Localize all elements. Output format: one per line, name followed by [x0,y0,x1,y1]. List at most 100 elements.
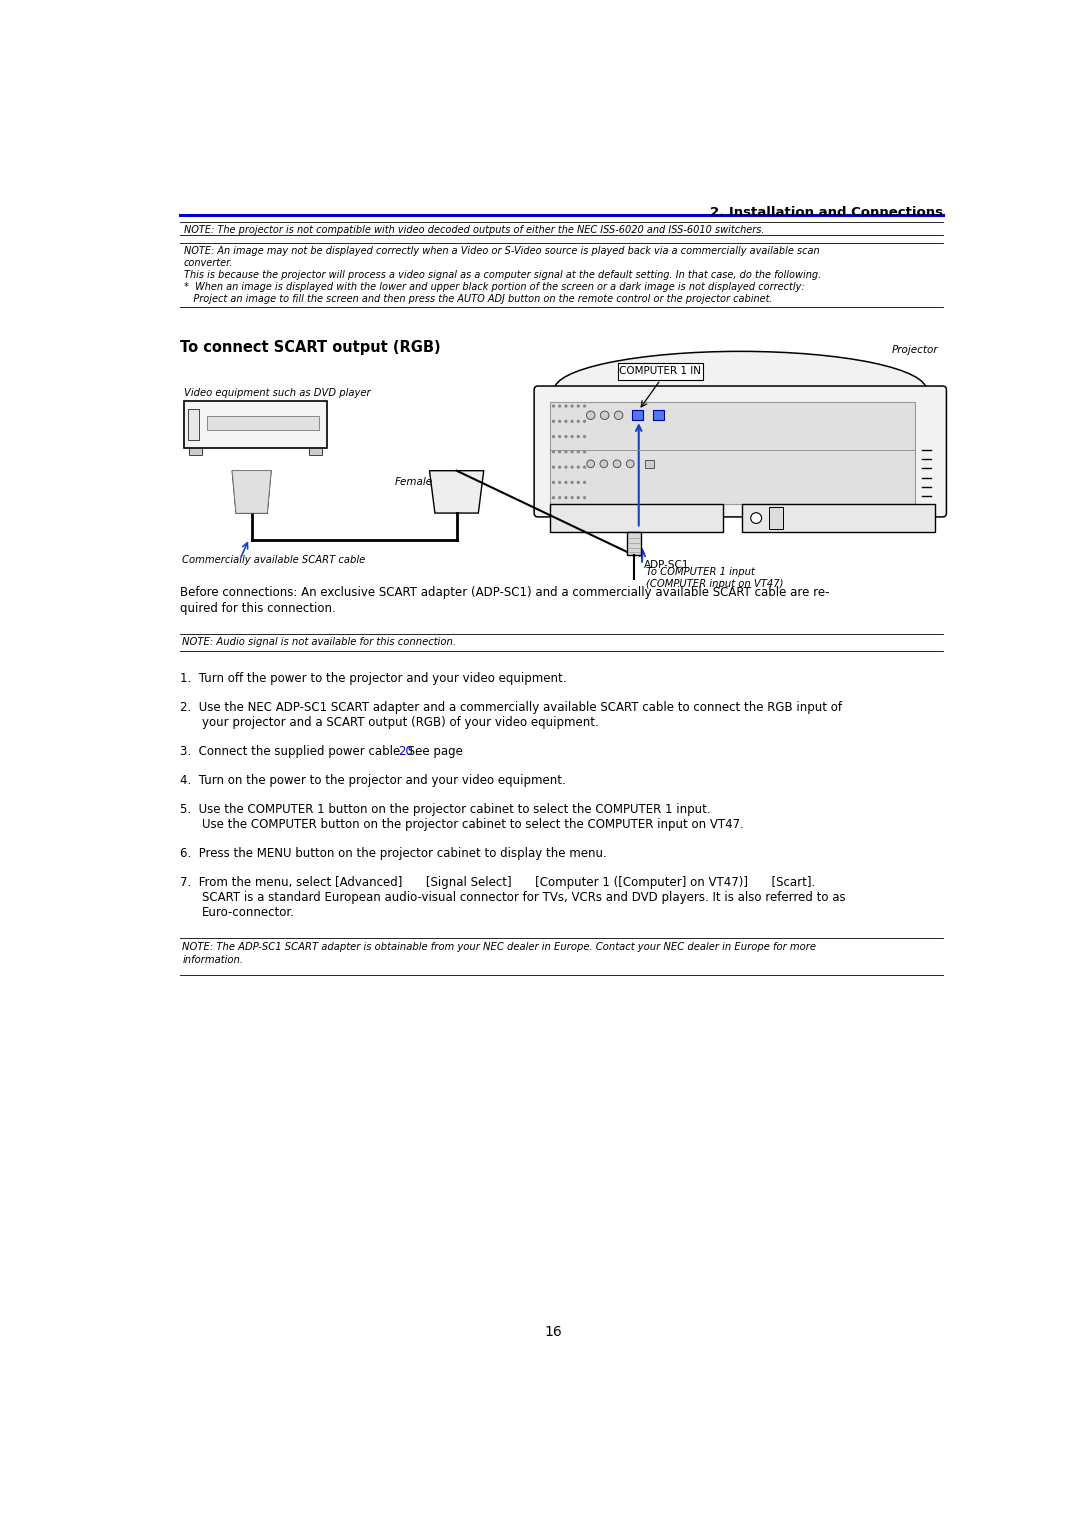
Text: 3.  Connect the supplied power cable. See page: 3. Connect the supplied power cable. See… [180,745,467,758]
Bar [742,504,935,533]
Text: Commercially available SCART cable: Commercially available SCART cable [181,555,365,566]
Circle shape [553,450,554,453]
Circle shape [558,450,561,453]
Circle shape [583,435,585,438]
Text: information.: information. [183,955,243,964]
Circle shape [578,420,579,423]
Bar [189,409,200,439]
Text: *  When an image is displayed with the lower and upper black portion of the scre: * When an image is displayed with the lo… [184,282,805,291]
Circle shape [558,404,561,407]
Text: Video equipment such as DVD player: Video equipment such as DVD player [184,388,370,398]
Circle shape [583,497,585,499]
Text: 4.  Turn on the power to the projector and your video equipment.: 4. Turn on the power to the projector an… [180,774,566,787]
Bar [189,447,202,455]
Circle shape [553,435,554,438]
Circle shape [553,482,554,484]
Text: COMPUTER 1 IN: COMPUTER 1 IN [620,366,701,377]
Circle shape [571,420,573,423]
Circle shape [565,482,567,484]
Bar [645,459,654,467]
Text: Project an image to fill the screen and then press the AUTO ADJ button on the re: Project an image to fill the screen and … [184,295,772,304]
Circle shape [586,459,595,467]
Text: Euro-connector.: Euro-connector. [202,906,295,919]
Text: NOTE: The projector is not compatible with video decoded outputs of either the N: NOTE: The projector is not compatible wi… [184,224,765,235]
FancyBboxPatch shape [535,386,946,517]
Circle shape [565,450,567,453]
Text: SCART is a standard European audio-visual connector for TVs, VCRs and DVD player: SCART is a standard European audio-visua… [202,891,846,903]
Circle shape [558,420,561,423]
Polygon shape [232,470,271,513]
Text: 7.  From the menu, select [Advanced]  [Signal Select]  [Computer 1 ([Computer] o: 7. From the menu, select [Advanced] [Sig… [180,876,815,888]
Circle shape [583,482,585,484]
Circle shape [571,404,573,407]
Circle shape [600,459,608,467]
Text: 6.  Press the MENU button on the projector cabinet to display the menu.: 6. Press the MENU button on the projecto… [180,847,607,859]
Text: 1.  Turn off the power to the projector and your video equipment.: 1. Turn off the power to the projector a… [180,673,566,685]
Circle shape [565,435,567,438]
Bar [550,504,723,533]
Circle shape [600,410,609,420]
Text: .: . [415,745,419,758]
Bar [653,410,664,420]
Text: 2.  Use the NEC ADP-SC1 SCART adapter and a commercially available SCART cable t: 2. Use the NEC ADP-SC1 SCART adapter and… [180,702,842,714]
Text: Before connections: An exclusive SCART adapter (ADP-SC1) and a commercially avai: Before connections: An exclusive SCART a… [180,586,829,600]
Circle shape [558,467,561,468]
Circle shape [615,410,623,420]
Bar [309,447,322,455]
Circle shape [578,450,579,453]
Circle shape [571,467,573,468]
Circle shape [583,450,585,453]
Circle shape [565,404,567,407]
Circle shape [626,459,634,467]
Text: ADP-SC1: ADP-SC1 [644,560,689,569]
Bar [769,507,783,530]
Text: 5.  Use the COMPUTER 1 button on the projector cabinet to select the COMPUTER 1 : 5. Use the COMPUTER 1 button on the proj… [180,803,711,816]
Bar [184,401,327,447]
Circle shape [578,497,579,499]
Circle shape [565,467,567,468]
Text: 2. Installation and Connections: 2. Installation and Connections [710,206,943,220]
Circle shape [583,467,585,468]
Circle shape [583,404,585,407]
Circle shape [553,420,554,423]
Text: This is because the projector will process a video signal as a computer signal a: This is because the projector will proce… [184,270,821,281]
Text: Use the COMPUTER button on the projector cabinet to select the COMPUTER input on: Use the COMPUTER button on the projector… [202,818,743,832]
Circle shape [558,497,561,499]
Circle shape [553,497,554,499]
Circle shape [613,459,621,467]
Circle shape [571,497,573,499]
Circle shape [565,420,567,423]
Circle shape [553,467,554,468]
Text: 16: 16 [544,1325,563,1338]
Circle shape [553,404,554,407]
Text: NOTE: An image may not be displayed correctly when a Video or S-Video source is : NOTE: An image may not be displayed corr… [184,246,820,256]
Circle shape [583,420,585,423]
Text: your projector and a SCART output (RGB) of your video equipment.: your projector and a SCART output (RGB) … [202,716,598,729]
Bar [550,403,916,504]
Circle shape [751,513,761,523]
Text: Female: Female [394,478,433,487]
Circle shape [571,450,573,453]
Bar [627,533,642,555]
Polygon shape [430,470,484,513]
Text: 20: 20 [399,745,414,758]
Ellipse shape [554,351,927,429]
Text: NOTE: Audio signal is not available for this connection.: NOTE: Audio signal is not available for … [183,636,456,647]
Bar [207,417,320,430]
Text: converter.: converter. [184,258,233,269]
Text: Projector: Projector [892,345,939,356]
Circle shape [571,482,573,484]
Circle shape [578,482,579,484]
Circle shape [558,435,561,438]
Bar [632,410,643,420]
Text: NOTE: The ADP-SC1 SCART adapter is obtainable from your NEC dealer in Europe. Co: NOTE: The ADP-SC1 SCART adapter is obtai… [183,942,816,952]
Bar [618,363,703,380]
Circle shape [578,467,579,468]
Text: To COMPUTER 1 input
(COMPUTER input on VT47): To COMPUTER 1 input (COMPUTER input on V… [646,568,783,589]
Circle shape [586,410,595,420]
Text: To connect SCART output (RGB): To connect SCART output (RGB) [180,340,441,356]
Circle shape [578,404,579,407]
Circle shape [578,435,579,438]
Circle shape [558,482,561,484]
Text: quired for this connection.: quired for this connection. [180,601,336,615]
